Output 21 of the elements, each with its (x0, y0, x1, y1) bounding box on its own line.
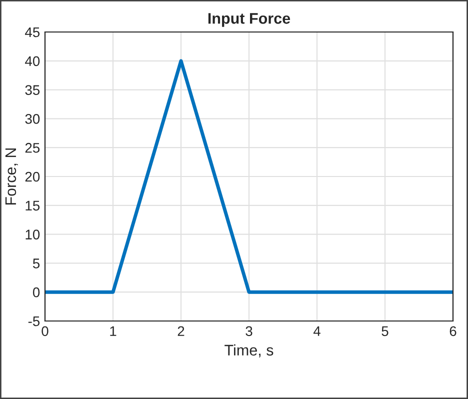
x-tick-label: 0 (42, 326, 48, 336)
x-axis-title: Time, s (224, 344, 274, 358)
y-tick-label: 25 (25, 142, 40, 153)
x-tick-label: 6 (450, 326, 456, 336)
x-tick-label: 5 (382, 326, 388, 336)
y-tick-label: 15 (26, 200, 40, 211)
y-tick-label: 30 (25, 114, 40, 124)
x-tick-label: 4 (313, 326, 320, 336)
x-tick-label: 1 (110, 326, 116, 336)
y-axis-title: Force, N (5, 148, 18, 205)
chart-title: Input Force (208, 13, 290, 27)
y-tick-label: 10 (26, 230, 40, 240)
x-tick-label: 2 (178, 326, 184, 336)
y-tick-label: 5 (32, 258, 40, 268)
y-tick-label: 35 (25, 85, 40, 95)
x-tick-label: 3 (246, 326, 252, 336)
y-tick-label: 45 (25, 27, 40, 38)
y-tick-label: 40 (25, 56, 40, 66)
y-tick-label: 0 (32, 287, 40, 298)
y-tick-label: -5 (28, 316, 40, 326)
y-tick-label: 20 (25, 172, 40, 182)
